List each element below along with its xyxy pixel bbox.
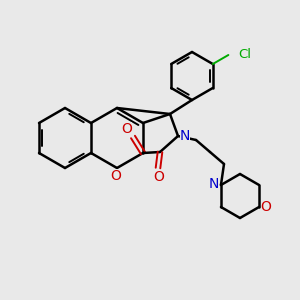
Text: O: O <box>261 200 272 214</box>
Text: O: O <box>122 122 132 136</box>
Text: N: N <box>180 129 190 143</box>
Text: N: N <box>209 177 219 191</box>
Text: O: O <box>111 169 122 183</box>
Text: O: O <box>154 170 164 184</box>
Text: Cl: Cl <box>238 47 251 61</box>
